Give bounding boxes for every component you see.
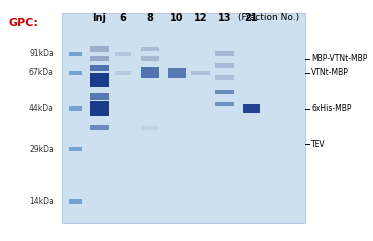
- FancyBboxPatch shape: [215, 63, 233, 68]
- FancyBboxPatch shape: [215, 102, 233, 106]
- Text: 67kDa: 67kDa: [29, 68, 54, 77]
- Text: 6xHis-MBP: 6xHis-MBP: [311, 104, 352, 113]
- Text: 14kDa: 14kDa: [29, 197, 54, 206]
- Text: 12: 12: [194, 13, 207, 23]
- FancyBboxPatch shape: [115, 52, 131, 56]
- FancyBboxPatch shape: [215, 51, 233, 56]
- FancyBboxPatch shape: [215, 75, 233, 80]
- Text: 44kDa: 44kDa: [29, 104, 54, 113]
- FancyBboxPatch shape: [90, 93, 109, 100]
- FancyBboxPatch shape: [141, 47, 159, 51]
- Text: TEV: TEV: [311, 140, 326, 149]
- FancyBboxPatch shape: [69, 199, 82, 204]
- Text: GPC:: GPC:: [8, 18, 38, 28]
- FancyBboxPatch shape: [141, 126, 159, 130]
- Text: 21: 21: [245, 13, 258, 23]
- Text: 10: 10: [170, 13, 184, 23]
- FancyBboxPatch shape: [191, 71, 210, 75]
- FancyBboxPatch shape: [69, 107, 82, 111]
- FancyBboxPatch shape: [215, 89, 233, 94]
- FancyBboxPatch shape: [168, 68, 186, 78]
- FancyBboxPatch shape: [90, 65, 109, 71]
- FancyBboxPatch shape: [141, 67, 159, 78]
- Text: MBP-VTNt-MBP: MBP-VTNt-MBP: [311, 54, 367, 63]
- Text: 29kDa: 29kDa: [29, 145, 54, 154]
- FancyBboxPatch shape: [69, 147, 82, 151]
- FancyBboxPatch shape: [90, 125, 109, 130]
- FancyBboxPatch shape: [243, 104, 260, 113]
- FancyBboxPatch shape: [115, 71, 131, 75]
- FancyBboxPatch shape: [62, 13, 305, 223]
- FancyBboxPatch shape: [141, 56, 159, 61]
- FancyBboxPatch shape: [90, 101, 109, 116]
- FancyBboxPatch shape: [90, 56, 109, 61]
- Text: 13: 13: [217, 13, 231, 23]
- Text: (Fraction No.): (Fraction No.): [238, 13, 299, 22]
- FancyBboxPatch shape: [69, 71, 82, 75]
- Text: 91kDa: 91kDa: [29, 49, 54, 58]
- Text: 8: 8: [147, 13, 153, 23]
- Text: 6: 6: [120, 13, 126, 23]
- Text: Inj: Inj: [93, 13, 106, 23]
- FancyBboxPatch shape: [69, 52, 82, 56]
- FancyBboxPatch shape: [90, 74, 109, 87]
- Text: VTNt-MBP: VTNt-MBP: [311, 68, 349, 77]
- FancyBboxPatch shape: [90, 47, 109, 52]
